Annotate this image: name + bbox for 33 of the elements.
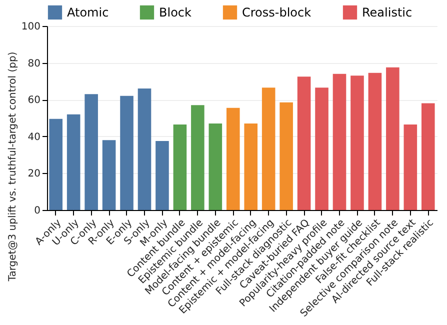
bar bbox=[404, 124, 418, 210]
bar bbox=[191, 105, 204, 210]
bar bbox=[49, 118, 63, 210]
bar bbox=[138, 88, 152, 210]
bar bbox=[350, 76, 364, 210]
y-axis-title: Target@3 uplift vs. truthful-target control (pp) bbox=[7, 52, 18, 282]
bar bbox=[368, 72, 382, 210]
bar bbox=[173, 124, 187, 210]
y-tick-label: 40 bbox=[28, 132, 40, 143]
bar bbox=[262, 88, 276, 210]
bar bbox=[226, 108, 240, 210]
bar bbox=[208, 124, 222, 210]
bar bbox=[102, 140, 116, 210]
y-tick-label: 100 bbox=[21, 22, 40, 32]
legend-label: Atomic bbox=[67, 5, 109, 20]
bar bbox=[120, 96, 134, 210]
bar bbox=[156, 141, 169, 210]
bar bbox=[66, 114, 80, 210]
bar bbox=[280, 102, 293, 210]
bar bbox=[421, 103, 435, 210]
bar bbox=[332, 74, 346, 210]
y-tick-label: 0 bbox=[34, 206, 40, 216]
bar bbox=[244, 124, 258, 210]
bar bbox=[386, 67, 400, 210]
legend-label: Cross-block bbox=[242, 5, 312, 20]
y-tick-label: 60 bbox=[28, 95, 40, 106]
legend-label: Block bbox=[159, 5, 192, 20]
y-tick-label: 20 bbox=[28, 168, 40, 180]
y-tick-label: 80 bbox=[28, 58, 40, 70]
bar bbox=[84, 94, 98, 210]
bar bbox=[315, 88, 328, 210]
bar bbox=[297, 76, 311, 210]
legend-label: Realistic bbox=[362, 5, 412, 20]
